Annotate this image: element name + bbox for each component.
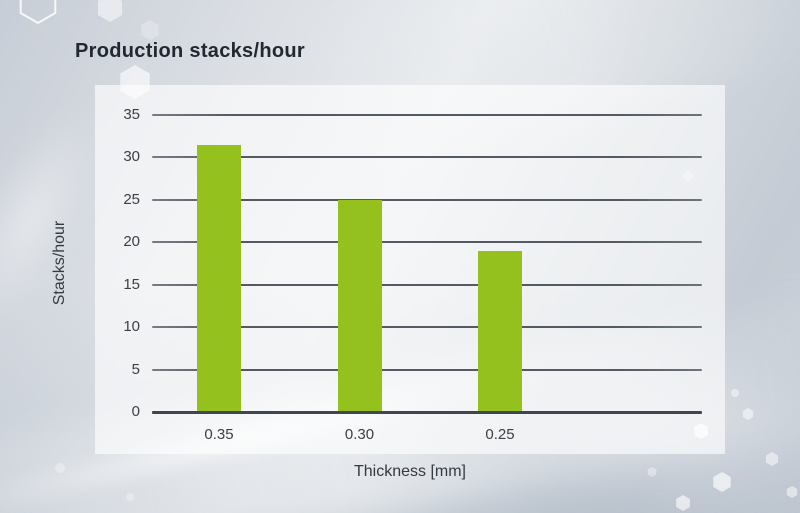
y-tick-label: 0 (131, 403, 140, 420)
y-tick-label: 20 (123, 233, 140, 251)
gridline (152, 156, 702, 159)
gridline (152, 241, 702, 244)
gridline (152, 326, 702, 329)
y-tick-label: 5 (131, 360, 140, 378)
x-tick-label: 0.30 (344, 426, 375, 443)
bar-0.30 (337, 199, 382, 412)
gridline (152, 114, 702, 116)
y-tick-label: 30 (123, 148, 140, 166)
y-tick-label: 15 (123, 275, 140, 293)
bar-0.35 (197, 144, 241, 412)
y-axis-title: Stacks/hour (51, 220, 68, 306)
bar-0.25 (478, 250, 522, 412)
x-tick-label: 0.35 (204, 426, 234, 443)
x-axis-line (152, 411, 702, 414)
y-tick-label: 10 (123, 318, 140, 336)
gridline (152, 368, 702, 371)
x-axis-title: Thickness [mm] (353, 463, 466, 480)
gridline (152, 198, 702, 201)
chart-title: Production stacks/hour (75, 40, 305, 63)
plot-panel: 0 5 10 15 20 25 30 35 0.35 0.30 0.25 (95, 85, 725, 454)
x-tick-label: 0.25 (485, 426, 515, 443)
y-tick-label: 35 (123, 106, 140, 123)
y-tick-label: 25 (123, 190, 140, 208)
gridline (152, 283, 702, 286)
